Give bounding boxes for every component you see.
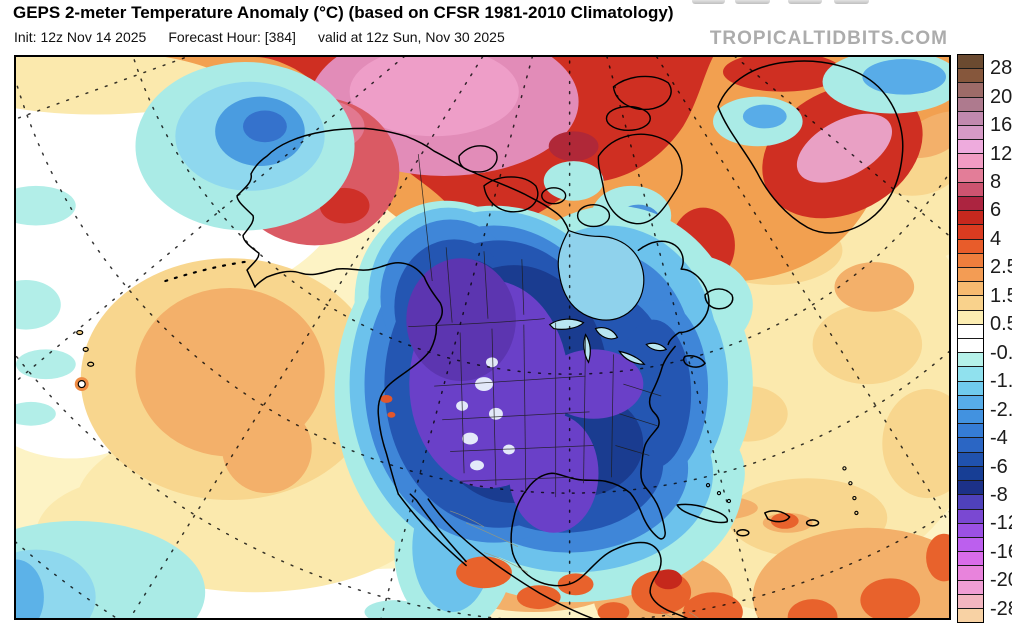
colorbar-scale [957,54,984,623]
colorbar-segment [958,565,983,580]
colorbar-segment [958,508,983,523]
map-title: GEPS 2-meter Temperature Anomaly (°C) (b… [13,3,674,22]
colorbar-segment [958,579,983,594]
colorbar-tick-label: 6 [990,199,1002,222]
colorbar-tick-label: -16 [990,540,1012,563]
colorbar-tick-label: -2.5 [990,398,1012,421]
init-time: Init: 12z Nov 14 2025 [14,29,147,45]
colorbar-tick-label: -0.5 [990,341,1012,364]
colorbar-segment [958,593,983,608]
colorbar-segment [958,323,983,339]
colorbar-tick-label: -8 [990,483,1008,506]
colorbar-segment [958,409,983,424]
colorbar-segment [958,423,983,438]
cropped-toolbar-button [788,0,822,4]
colorbar-segment [958,167,983,182]
colorbar-segment [958,139,983,154]
map-subtitle: Init: 12z Nov 14 2025 Forecast Hour: [384… [14,29,527,45]
colorbar-tick-label: -12 [990,512,1012,535]
colorbar-tick-label: -1.5 [990,370,1012,393]
colorbar-segment [958,55,983,69]
colorbar-segment [958,480,983,495]
colorbar-segment [958,522,983,537]
cropped-toolbar-button [834,0,869,4]
colorbar-segment [958,82,983,97]
colorbar-tick-label: 2.5 [990,256,1012,279]
colorbar-tick-label: -20 [990,569,1012,592]
colorbar-tick-label: -6 [990,455,1008,478]
watermark: TROPICALTIDBITS.COM [709,28,948,49]
colorbar-tick-label: 1.5 [990,284,1012,307]
valid-time: valid at 12z Sun, Nov 30 2025 [317,29,505,45]
colorbar-segment [958,267,983,282]
coastlines [236,60,904,618]
colorbar-segment [958,352,983,367]
colorbar-segment [958,295,983,310]
mexico-internal-borders [450,510,699,618]
cropped-toolbar-button [692,0,725,4]
colorbar-tick-label: 20 [990,85,1012,108]
state-province-borders [408,154,662,498]
colorbar-segment [958,224,983,239]
aleutian-island-chain [164,260,252,283]
hawaii-islands [74,329,95,392]
colorbar-segment [958,465,983,481]
colorbar-segment [958,196,983,211]
colorbar-labels: 28 20 16 12 8 6 4 2.5 1.5 0.5 -0.5 -1.5 -2.5 -4 -6 -8 -1… [990,54,1012,623]
colorbar-tick-label: 16 [990,114,1012,137]
colorbar-segment [958,281,983,296]
colorbar-segment [958,210,983,225]
colorbar-tick-label: 8 [990,171,1002,194]
arctic-islands-outlines [458,75,683,228]
colorbar-tick-label: 28 [990,57,1012,80]
colorbar-segment [958,551,983,566]
colorbar-segment [958,68,983,83]
colorbar-segment [958,494,983,509]
colorbar-tick-label: -4 [990,427,1008,450]
colorbar-segment [958,96,983,111]
colorbar-segment [958,252,983,268]
colorbar-segment [958,309,983,324]
colorbar-tick-label: 4 [990,227,1002,250]
colorbar-segment [958,451,983,466]
map-frame [14,55,951,620]
colorbar-tick-label: -28 [990,597,1012,620]
forecast-hour: Forecast Hour: [384] [168,29,296,45]
bering-and-pacific-cold-spots [16,61,425,618]
colorbar-segment [958,437,983,452]
colorbar-tick-label: 0.5 [990,313,1012,336]
colorbar-segment [958,153,983,168]
caribbean-small-islands [705,466,859,516]
colorbar-segment [958,366,983,381]
colorbar-tick-label: 12 [990,142,1012,165]
hudson-bay-and-great-lakes [548,229,668,365]
anomaly-map [16,57,949,618]
colorbar-segment [958,238,983,253]
colorbar-segment [958,125,983,140]
colorbar-segment [958,536,983,552]
colorbar-segment [958,380,983,395]
graticule-dotted-lines [16,57,949,618]
colorbar-segment [958,607,983,623]
colorbar-segment [958,338,983,353]
colorbar-segment [958,110,983,126]
cropped-toolbar-button [735,0,770,4]
colorbar-segment [958,394,983,410]
colorbar-segment [958,181,983,197]
